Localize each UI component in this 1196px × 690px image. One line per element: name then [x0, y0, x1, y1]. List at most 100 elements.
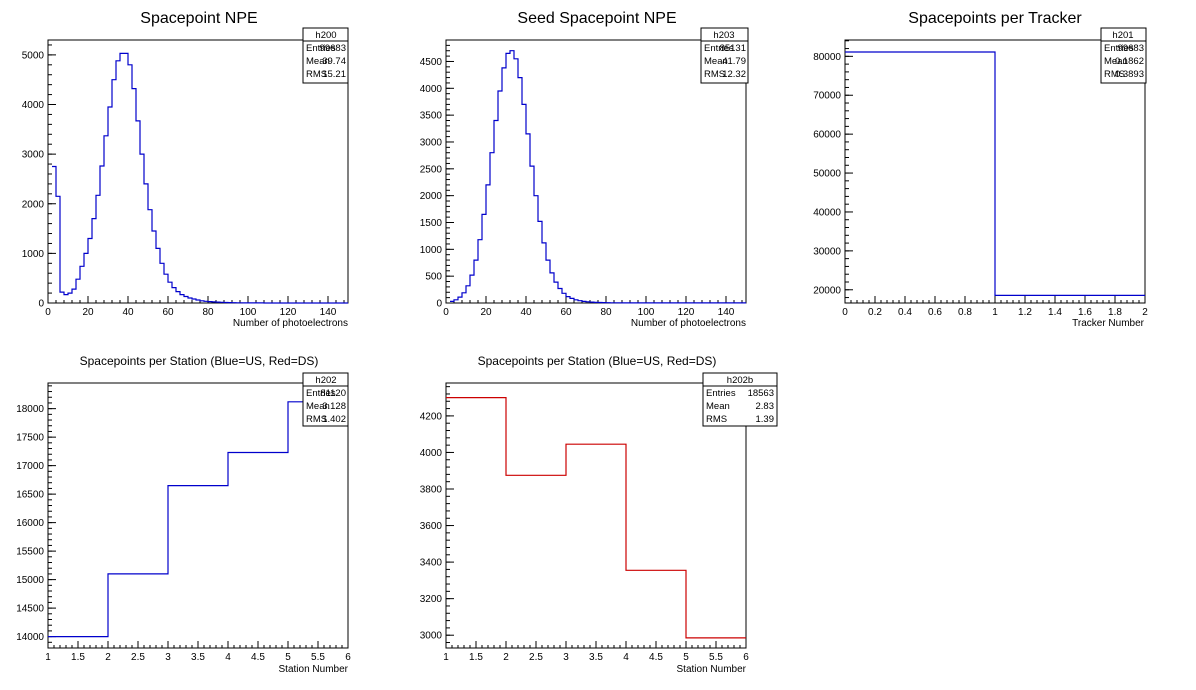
y-tick-label: 500 — [425, 272, 442, 283]
x-tick-label: 4.5 — [251, 652, 265, 663]
y-tick-label: 4200 — [420, 411, 443, 422]
x-tick-label: 1.5 — [469, 652, 483, 663]
x-tick-label: 1 — [992, 307, 998, 318]
x-tick-label: 5 — [683, 652, 689, 663]
stats-value-entries: 18563 — [748, 388, 774, 399]
plot-frame — [445, 382, 747, 649]
y-tick-label: 15000 — [16, 575, 44, 586]
x-tick-label: 100 — [638, 307, 655, 318]
stats-value-rms: 0.3893 — [1115, 69, 1144, 80]
stats-box-name: h202b — [727, 375, 753, 386]
y-tick-label: 20000 — [813, 285, 841, 296]
stats-box: h203 Entries 85131 Mean 41.79 RMS 12.32 — [700, 27, 749, 84]
y-tick-label: 4000 — [420, 448, 443, 459]
y-tick-label: 16000 — [16, 518, 44, 529]
y-tick-label: 5000 — [22, 50, 45, 61]
x-tick-label: 3.5 — [589, 652, 603, 663]
stats-value-mean: 41.79 — [722, 56, 746, 67]
x-tick-label: 2 — [503, 652, 509, 663]
stats-value-mean: 3.128 — [322, 401, 346, 412]
stats-value-mean: 39.74 — [322, 56, 346, 67]
x-tick-label: 0.4 — [898, 307, 912, 318]
x-tick-label: 3.5 — [191, 652, 205, 663]
stats-label-mean: Mean — [704, 56, 728, 67]
stats-box: h202 Entries 81120 Mean 3.128 RMS 1.402 — [302, 372, 349, 427]
y-tick-label: 4000 — [420, 84, 443, 95]
plot-area: 1 1.5 2 2.5 3 3.5 4 4.5 5 5.5 6 3000 3200 3400 3600 380… — [420, 382, 749, 663]
x-tick-label: 140 — [320, 307, 337, 318]
x-tick-label: 60 — [560, 307, 572, 318]
x-tick-label: 0.2 — [868, 307, 882, 318]
x-tick-label: 140 — [718, 307, 735, 318]
y-tick-label: 1500 — [420, 218, 443, 229]
x-tick-label: 0 — [443, 307, 449, 318]
stats-label-entries: Entries — [1104, 43, 1134, 54]
pad-spacepoints-per-station-us: Spacepoints per Station (Blue=US, Red=DS… — [16, 354, 351, 675]
stats-box: h202b Entries 18563 Mean 2.83 RMS 1.39 — [702, 372, 778, 427]
pad-spacepoints-per-station-ds: Spacepoints per Station (Blue=US, Red=DS… — [420, 354, 778, 675]
x-tick-label: 0.8 — [958, 307, 972, 318]
stats-box: h200 Entries 99683 Mean 39.74 RMS 15.21 — [302, 27, 349, 84]
x-axis-label: Tracker Number — [1072, 318, 1145, 329]
y-tick-label: 2000 — [22, 199, 45, 210]
stats-label-mean: Mean — [306, 56, 330, 67]
y-tick-label: 2500 — [420, 164, 443, 175]
y-tick-label: 40000 — [813, 207, 841, 218]
x-tick-label: 120 — [678, 307, 695, 318]
stats-value-entries: 85131 — [720, 43, 746, 54]
x-tick-label: 1.8 — [1108, 307, 1122, 318]
stats-box-name: h201 — [1112, 30, 1133, 41]
y-tick-label: 16500 — [16, 490, 44, 501]
stats-label-rms: RMS — [306, 414, 327, 425]
y-tick-label: 17000 — [16, 461, 44, 472]
y-tick-label: 3600 — [420, 521, 443, 532]
y-tick-label: 1000 — [22, 249, 45, 260]
y-tick-label: 3000 — [22, 150, 45, 161]
x-axis-label: Number of photoelectrons — [631, 318, 746, 329]
chart-title: Spacepoint NPE — [140, 10, 257, 27]
x-tick-label: 80 — [600, 307, 612, 318]
stats-value-rms: 1.402 — [322, 414, 346, 425]
plot-area: 1 1.5 2 2.5 3 3.5 4 4.5 5 5.5 6 14000 14500 15000 1550… — [16, 382, 351, 663]
x-tick-label: 4 — [225, 652, 231, 663]
stats-label-mean: Mean — [306, 401, 330, 412]
y-tick-label: 70000 — [813, 91, 841, 102]
histogram-line — [450, 50, 746, 304]
x-tick-label: 100 — [240, 307, 257, 318]
x-tick-label: 40 — [122, 307, 134, 318]
y-tick-label: 50000 — [813, 169, 841, 180]
x-tick-label: 3 — [165, 652, 171, 663]
stats-value-entries: 99683 — [320, 43, 346, 54]
stats-value-mean: 2.83 — [756, 401, 775, 412]
x-tick-label: 6 — [743, 652, 749, 663]
y-tick-label: 3400 — [420, 558, 443, 569]
plot-frame — [47, 39, 349, 304]
x-axis-label: Station Number — [279, 664, 349, 675]
histogram-line — [845, 51, 1145, 296]
stats-label-mean: Mean — [706, 401, 730, 412]
x-tick-label: 0.6 — [928, 307, 942, 318]
x-tick-label: 1 — [443, 652, 449, 663]
x-tick-label: 2 — [105, 652, 111, 663]
x-tick-label: 0 — [45, 307, 51, 318]
stats-label-rms: RMS — [306, 69, 327, 80]
x-tick-label: 4 — [623, 652, 629, 663]
x-tick-label: 1.4 — [1048, 307, 1062, 318]
x-axis-label: Station Number — [677, 664, 747, 675]
x-tick-label: 2 — [1142, 307, 1148, 318]
stats-label-rms: RMS — [706, 414, 727, 425]
chart-title: Spacepoints per Station (Blue=US, Red=DS… — [80, 354, 319, 368]
stats-value-mean: 0.1862 — [1115, 56, 1144, 67]
stats-label-entries: Entries — [306, 388, 336, 399]
stats-label-entries: Entries — [704, 43, 734, 54]
stats-box-name: h202 — [315, 375, 336, 386]
y-tick-label: 14000 — [16, 632, 44, 643]
y-tick-label: 3000 — [420, 137, 443, 148]
chart-title: Spacepoints per Station (Blue=US, Red=DS… — [478, 354, 717, 368]
stats-label-entries: Entries — [306, 43, 336, 54]
chart-title: Spacepoints per Tracker — [908, 10, 1082, 27]
plot-area: 0 0.2 0.4 0.6 0.8 1 1.2 1.4 1.6 1.8 2 20000 30000 400… — [813, 39, 1148, 318]
y-tick-label: 18000 — [16, 404, 44, 415]
y-tick-label: 60000 — [813, 130, 841, 141]
plot-area: 0 20 40 60 80 100 120 140 0 1000 2000 3000 4000 5000 — [22, 39, 349, 318]
